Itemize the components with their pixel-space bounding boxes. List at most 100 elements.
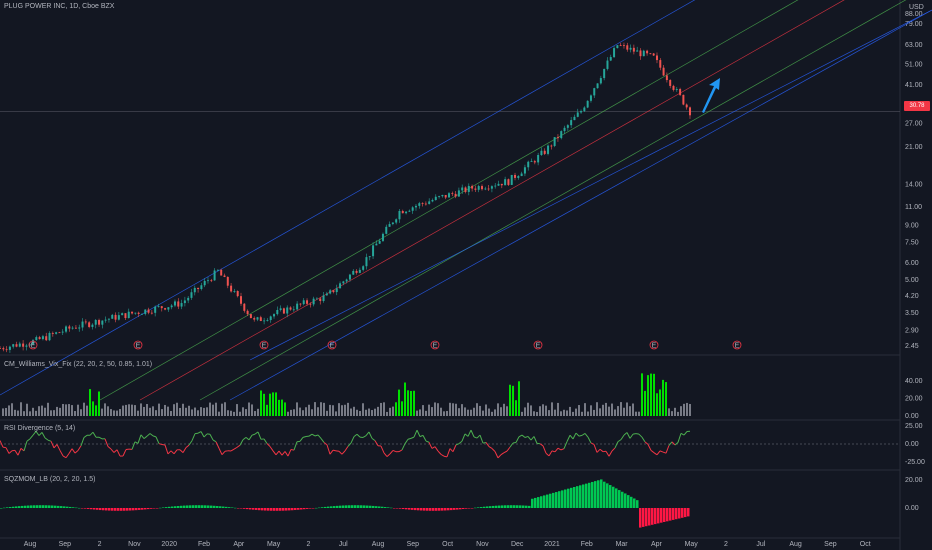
candle-body <box>533 161 536 163</box>
sqz-bar <box>435 508 438 511</box>
rsi-line-segment <box>272 450 277 456</box>
sqz-bar <box>396 508 399 509</box>
sqz-bar <box>411 508 414 510</box>
sqz-bar <box>201 505 204 508</box>
sqz-bar <box>468 508 471 509</box>
vix-fix-bar <box>638 411 640 416</box>
vix-fix-bar <box>257 408 259 416</box>
sqz-bar <box>48 505 51 508</box>
vix-fix-bar <box>365 409 367 416</box>
vix-fix-bar <box>455 403 457 416</box>
vix-fix-bar <box>320 402 322 416</box>
candle-body <box>626 45 629 50</box>
vix-fix-bar <box>137 410 139 416</box>
sqz-bar <box>294 508 297 511</box>
vix-fix-bar <box>584 403 586 416</box>
rsi-line-segment <box>428 442 433 449</box>
price-tick-label: 51.00 <box>905 62 923 69</box>
sqz-bar <box>636 500 639 508</box>
vix-tick-label: 20.00 <box>905 395 923 402</box>
earnings-marker-label: E <box>330 343 335 350</box>
sqz-bar <box>105 508 108 511</box>
price-tick-label: 3.50 <box>905 310 919 317</box>
vix-fix-bar <box>86 405 88 416</box>
candle-body <box>302 300 305 305</box>
rsi-line-segment <box>314 434 319 437</box>
vix-fix-bar <box>461 404 463 416</box>
candle-body <box>679 89 682 95</box>
sqz-bar <box>372 505 375 508</box>
vix-fix-bar <box>674 407 676 416</box>
sqz-bar <box>642 508 645 527</box>
rsi-line-segment <box>197 431 202 434</box>
rsi-line-segment <box>449 448 454 453</box>
candle-body <box>622 45 625 47</box>
vix-fix-bar <box>545 405 547 416</box>
sqz-bar <box>150 508 153 509</box>
candle-body <box>164 308 167 310</box>
rsi-line-segment <box>362 435 367 438</box>
candle-body <box>55 332 58 334</box>
sqz-bar <box>42 505 45 508</box>
rsi-line-segment <box>500 452 505 456</box>
rsi-line-segment <box>545 452 550 457</box>
sqz-bar <box>111 508 114 511</box>
vix-fix-bar <box>155 410 157 416</box>
candle-body <box>689 107 691 116</box>
candle-body <box>309 303 312 305</box>
vix-fix-bar <box>524 407 526 416</box>
vix-fix-bar <box>659 389 661 416</box>
vix-fix-bar <box>269 393 271 416</box>
candle-body <box>273 314 276 317</box>
rsi-line-segment <box>578 434 583 437</box>
sqz-bar <box>171 506 174 508</box>
candle-body <box>642 50 645 57</box>
rsi-line-segment <box>62 455 67 459</box>
vix-fix-bar <box>221 403 223 416</box>
candle-body <box>22 343 25 347</box>
sqz-bar <box>210 505 213 508</box>
rsi-line-segment <box>605 450 610 457</box>
vix-fix-bar <box>191 409 193 416</box>
vix-fix-bar <box>254 411 256 416</box>
vix-fix-bar <box>53 410 55 416</box>
candle-body <box>335 288 338 293</box>
rsi-line-segment <box>77 445 82 451</box>
vix-fix-bar <box>470 409 472 416</box>
candle-body <box>454 193 457 197</box>
candle-body <box>507 179 510 185</box>
vix-fix-bar <box>512 385 514 416</box>
vix-fix-bar <box>536 411 538 416</box>
candle-body <box>114 314 117 320</box>
candle-body <box>464 187 467 192</box>
vix-fix-bar <box>428 404 430 416</box>
rsi-line-segment <box>167 450 172 455</box>
rsi-line-segment <box>554 447 559 453</box>
vix-fix-bar <box>386 411 388 416</box>
vix-fix-bar <box>143 406 145 416</box>
candle-body <box>358 269 361 273</box>
rsi-line-segment <box>638 433 643 438</box>
sqz-bar <box>18 506 21 508</box>
candle-body <box>220 269 223 276</box>
sqzmom-label: SQZMOM_LB (20, 2, 20, 1.5) <box>4 476 96 483</box>
candle-body <box>556 137 559 139</box>
rsi-line-segment <box>251 433 256 436</box>
sqz-bar <box>0 508 3 509</box>
candle-body <box>190 292 193 298</box>
candle-body <box>573 116 576 121</box>
vix-fix-bar <box>119 409 121 416</box>
candle-body <box>111 314 114 319</box>
sqz-bar <box>591 481 594 508</box>
vix-fix-bar <box>503 403 505 416</box>
candle-body <box>299 303 302 305</box>
vix-fix-bar <box>689 403 691 416</box>
sqz-bar <box>597 480 600 508</box>
rsi-line-segment <box>485 442 490 447</box>
candle-body <box>230 285 233 292</box>
sqz-bar <box>627 495 630 508</box>
vix-fix-bar <box>203 407 205 416</box>
candle-body <box>137 312 140 314</box>
rsi-line-segment <box>530 436 535 441</box>
